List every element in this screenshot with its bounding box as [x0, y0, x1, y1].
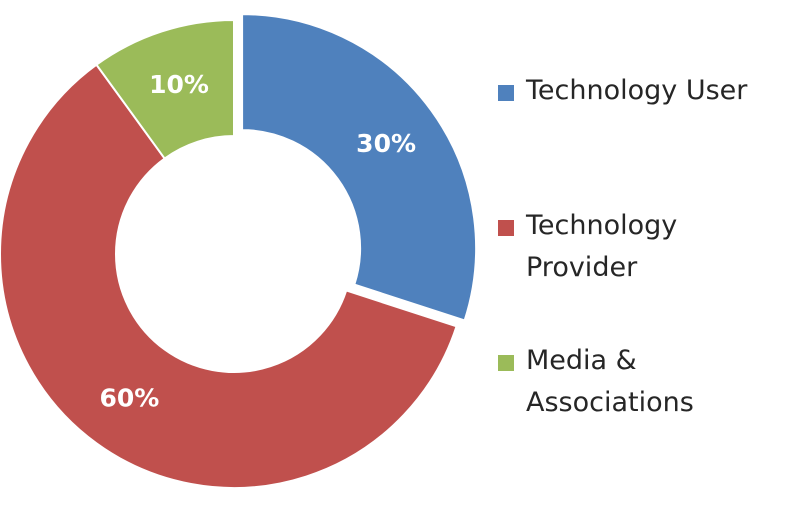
legend-label-technology-provider: Technology Provider: [526, 210, 678, 283]
legend-swatch-technology-user: [498, 85, 514, 101]
legend-item-technology-user: Technology User: [498, 70, 766, 112]
legend-label-media-associations: Media & Associations: [526, 345, 694, 418]
legend-swatch-technology-provider: [498, 220, 514, 236]
legend-label-technology-user: Technology User: [526, 75, 748, 106]
slice-technology-provider: [0, 63, 458, 489]
data-label-media-associations: 10%: [149, 70, 209, 99]
data-label-technology-provider: 60%: [99, 384, 159, 413]
data-label-technology-user: 30%: [356, 129, 416, 158]
legend-item-media-associations: Media & Associations: [498, 340, 766, 424]
legend-item-technology-provider: Technology Provider: [498, 205, 766, 289]
slice-media-associations: [95, 18, 235, 160]
slice-technology-user: [241, 13, 478, 322]
legend-swatch-media-associations: [498, 355, 514, 371]
